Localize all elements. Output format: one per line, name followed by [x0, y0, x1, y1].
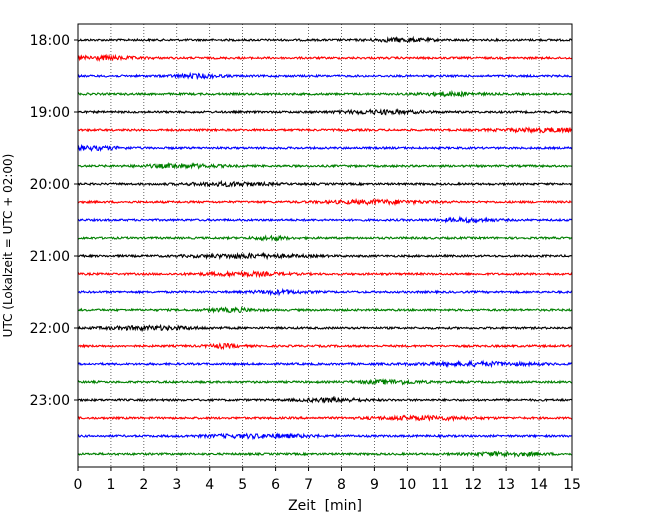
y-axis-ticks: 18:00 19:00 20:00 21:00 22:00 23:00 [30, 33, 78, 409]
trace-2130 [77, 287, 573, 297]
x-tick-label-2: 2 [139, 477, 148, 493]
x-tick-label-14: 14 [530, 477, 548, 493]
trace-1915 [77, 126, 573, 135]
trace-2215 [77, 342, 573, 351]
trace-2345 [77, 450, 573, 459]
trace-1845 [77, 89, 573, 98]
x-tick-label-5: 5 [238, 477, 247, 493]
x-tick-label-9: 9 [370, 477, 379, 493]
trace-1930 [77, 143, 573, 152]
trace-2230 [77, 359, 573, 369]
trace-2100 [77, 251, 573, 261]
grid-lines [110, 24, 540, 467]
seismic-traces [77, 35, 573, 459]
x-tick-label-13: 13 [497, 477, 515, 493]
x-tick-label-12: 12 [464, 477, 482, 493]
trace-2000 [77, 179, 573, 188]
y-tick-label-2200: 22:00 [30, 321, 70, 337]
x-tick-label-10: 10 [398, 477, 416, 493]
x-tick-label-7: 7 [304, 477, 313, 493]
x-tick-label-1: 1 [106, 477, 115, 493]
trace-1830 [77, 71, 573, 81]
trace-2015 [77, 197, 573, 207]
x-tick-label-3: 3 [172, 477, 181, 493]
y-tick-label-2100: 21:00 [30, 249, 70, 265]
trace-1900 [77, 108, 573, 116]
plot-frame [77, 23, 573, 468]
trace-1945 [77, 161, 573, 170]
trace-1815 [77, 53, 573, 62]
trace-2200 [77, 323, 573, 333]
y-tick-label-2000: 20:00 [30, 177, 70, 193]
trace-2315 [77, 414, 573, 423]
trace-2245 [77, 377, 573, 386]
y-axis-label: UTC (Lokalzeit = UTC + 02:00) [1, 154, 15, 338]
trace-2045 [77, 234, 573, 243]
x-tick-label-11: 11 [431, 477, 449, 493]
x-tick-label-15: 15 [563, 477, 581, 493]
trace-2330 [77, 432, 573, 441]
x-tick-label-0: 0 [74, 477, 83, 493]
x-tick-label-4: 4 [205, 477, 214, 493]
y-tick-label-1800: 18:00 [30, 33, 70, 49]
y-tick-label-2300: 23:00 [30, 393, 70, 409]
trace-2145 [77, 305, 573, 314]
x-tick-label-8: 8 [337, 477, 346, 493]
x-axis-ticks: 0 1 2 3 4 5 6 7 8 9 10 11 12 13 14 15 [74, 467, 581, 493]
y-tick-label-1900: 19:00 [30, 105, 70, 121]
trace-2300 [77, 395, 573, 404]
trace-2030 [77, 215, 573, 224]
x-axis-label: Zeit [min] [288, 498, 362, 514]
trace-1800 [77, 35, 573, 44]
x-tick-label-6: 6 [271, 477, 280, 493]
trace-2115 [77, 269, 573, 279]
